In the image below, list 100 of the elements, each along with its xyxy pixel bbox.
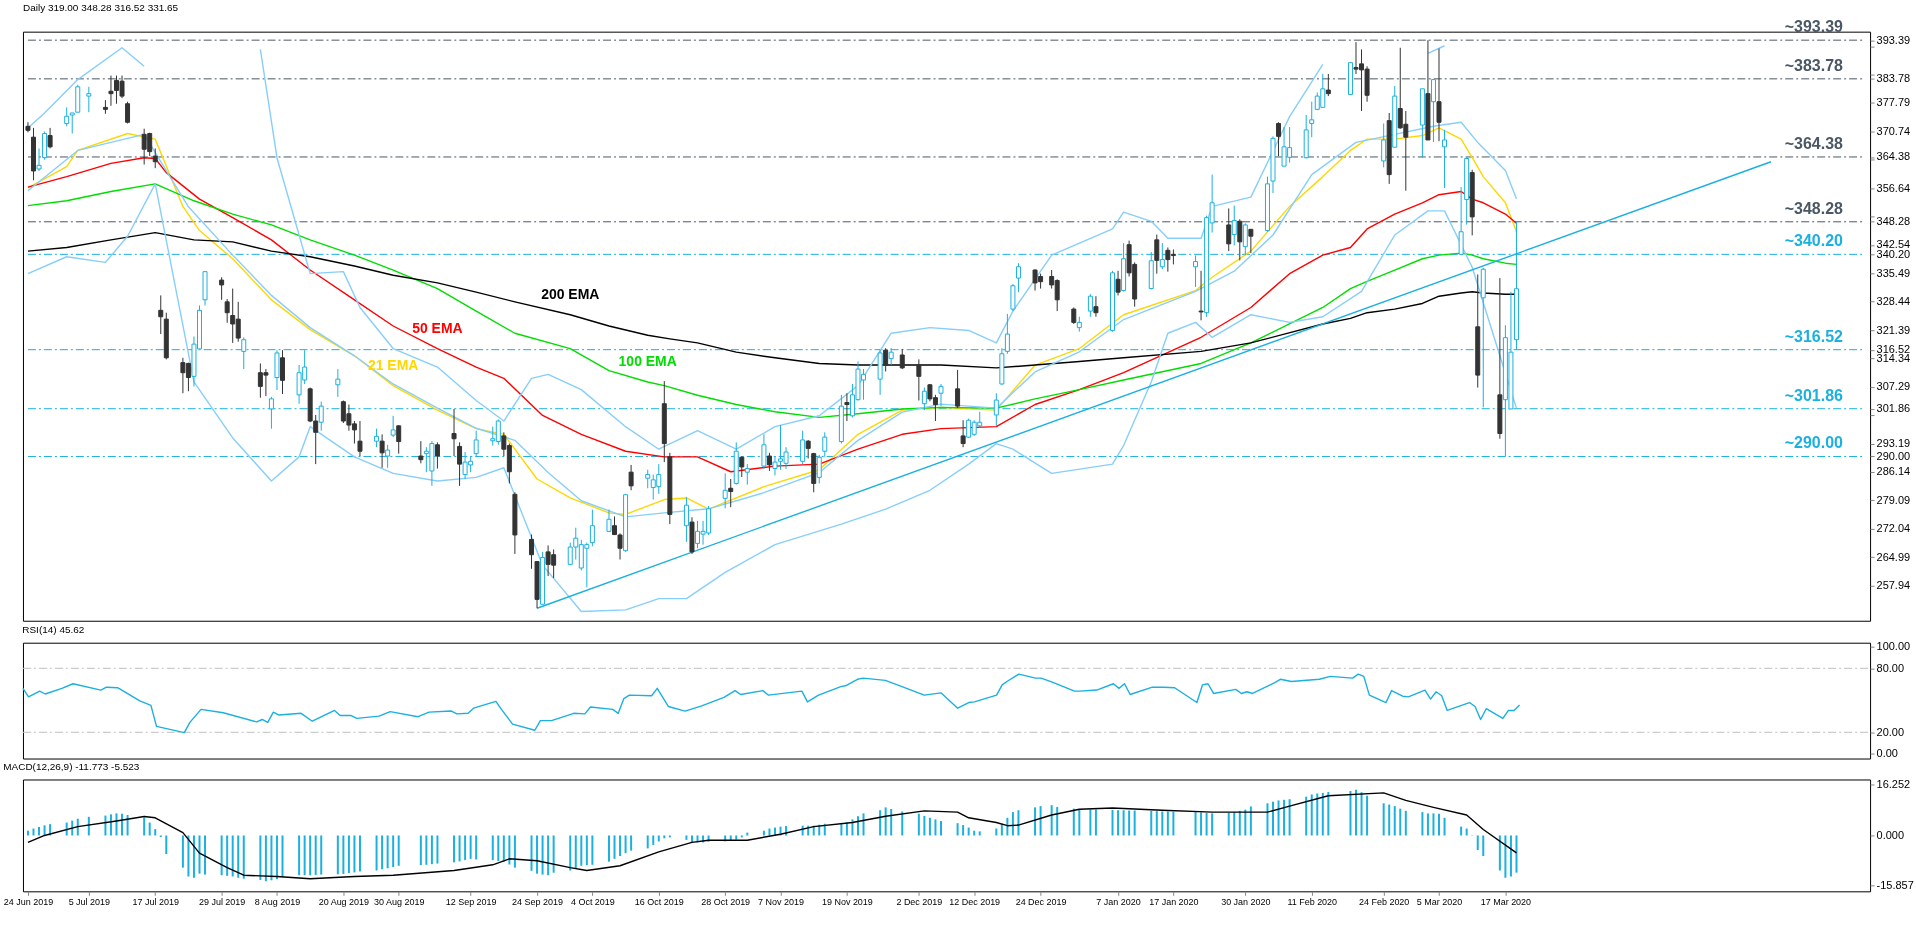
line-series bbox=[22, 673, 1521, 734]
bar bbox=[1056, 807, 1059, 836]
bar bbox=[962, 825, 965, 836]
bar bbox=[1200, 812, 1203, 836]
candlestick bbox=[1430, 79, 1436, 143]
y-tick-label: 80.00 bbox=[1876, 661, 1905, 674]
candlestick bbox=[158, 294, 164, 335]
x-tick-label: 24 Jun 2019 bbox=[3, 896, 54, 907]
bar bbox=[336, 835, 339, 875]
bar bbox=[1283, 799, 1286, 836]
candlestick bbox=[728, 478, 734, 508]
bar bbox=[1078, 809, 1081, 836]
bar bbox=[115, 813, 118, 836]
candlestick bbox=[628, 464, 634, 491]
ref-line-label: ~393.39 bbox=[1784, 18, 1844, 36]
bar bbox=[1388, 804, 1391, 836]
bar bbox=[508, 835, 511, 865]
bar bbox=[1150, 810, 1153, 836]
candlestick bbox=[224, 298, 230, 324]
bar bbox=[646, 835, 649, 849]
candlestick bbox=[744, 463, 750, 486]
bar bbox=[569, 835, 572, 871]
y-tick-label: 321.39 bbox=[1876, 323, 1911, 336]
bar bbox=[1122, 810, 1125, 836]
y-tick-label: 383.78 bbox=[1876, 72, 1911, 85]
candlestick bbox=[86, 86, 92, 113]
bar bbox=[192, 835, 195, 878]
bar bbox=[1166, 811, 1169, 836]
bar bbox=[934, 819, 937, 836]
y-tick-label: 316.52 bbox=[1876, 343, 1911, 356]
candlestick bbox=[1325, 73, 1331, 97]
candlestick bbox=[960, 419, 966, 448]
bar bbox=[1277, 800, 1280, 836]
bar bbox=[1515, 835, 1518, 873]
bar bbox=[685, 835, 688, 840]
candlestick bbox=[374, 428, 380, 448]
candlestick bbox=[921, 387, 927, 411]
bar bbox=[901, 811, 904, 836]
bar bbox=[502, 835, 505, 862]
bar bbox=[303, 835, 306, 876]
bar bbox=[475, 835, 478, 860]
bar bbox=[619, 835, 622, 856]
bar bbox=[1316, 793, 1319, 836]
bar bbox=[314, 835, 317, 875]
y-tick-label: 370.74 bbox=[1876, 124, 1911, 137]
candlestick bbox=[766, 452, 772, 472]
y-tick-label: 286.14 bbox=[1876, 465, 1911, 478]
y-tick-label: 272.04 bbox=[1876, 522, 1911, 535]
bar bbox=[1266, 803, 1269, 836]
series-label: 50 EMA bbox=[412, 319, 463, 336]
candlestick bbox=[418, 440, 424, 464]
candlestick bbox=[379, 433, 385, 469]
x-tick-label: 30 Jan 2020 bbox=[1221, 896, 1271, 907]
y-tick-label: 0.000 bbox=[1876, 828, 1905, 841]
line-series bbox=[259, 48, 1324, 450]
y-tick-label: 328.44 bbox=[1876, 295, 1911, 308]
x-tick-label: 11 Feb 2020 bbox=[1287, 896, 1338, 907]
bar bbox=[630, 835, 633, 851]
x-tick-label: 16 Oct 2019 bbox=[634, 896, 684, 907]
line-series bbox=[27, 47, 145, 129]
candlestick bbox=[1442, 129, 1448, 189]
bar bbox=[1360, 792, 1363, 836]
y-tick-label: 356.64 bbox=[1876, 181, 1911, 194]
candlestick bbox=[722, 472, 728, 509]
bar bbox=[856, 816, 859, 836]
y-tick-label: 393.39 bbox=[1876, 33, 1911, 46]
bar bbox=[381, 835, 384, 870]
bar bbox=[237, 835, 240, 878]
bar bbox=[890, 808, 893, 836]
candlestick bbox=[938, 383, 944, 407]
x-tick-label: 17 Mar 2020 bbox=[1480, 896, 1532, 907]
candlestick bbox=[451, 408, 457, 457]
bar bbox=[1421, 812, 1424, 836]
candlestick bbox=[1093, 295, 1099, 318]
bar bbox=[1227, 812, 1230, 836]
bar bbox=[1498, 835, 1501, 871]
chart-title: Daily 319.00 348.28 316.52 331.65 bbox=[22, 2, 179, 14]
y-tick-label: 0.00 bbox=[1876, 747, 1898, 760]
candlestick bbox=[844, 392, 850, 422]
x-tick-label: 24 Feb 2020 bbox=[1358, 896, 1410, 907]
bar bbox=[585, 835, 588, 866]
y-tick-label: 293.19 bbox=[1876, 437, 1911, 450]
candlestick bbox=[25, 121, 31, 133]
x-tick-label: 28 Oct 2019 bbox=[701, 896, 751, 907]
bar bbox=[204, 835, 207, 875]
y-tick-label: 301.86 bbox=[1876, 402, 1911, 415]
bar bbox=[613, 835, 616, 859]
bar bbox=[1133, 810, 1136, 836]
y-tick-label: 364.38 bbox=[1876, 150, 1911, 163]
bar bbox=[884, 807, 887, 836]
bar bbox=[1011, 812, 1014, 836]
bar bbox=[1233, 812, 1236, 836]
bar bbox=[469, 835, 472, 859]
bar bbox=[154, 829, 157, 836]
bar bbox=[1438, 813, 1440, 836]
bar bbox=[220, 835, 223, 876]
candlestick bbox=[64, 106, 70, 127]
bar bbox=[1205, 813, 1208, 836]
bar bbox=[652, 835, 655, 845]
y-tick-label: 100.00 bbox=[1876, 640, 1911, 653]
